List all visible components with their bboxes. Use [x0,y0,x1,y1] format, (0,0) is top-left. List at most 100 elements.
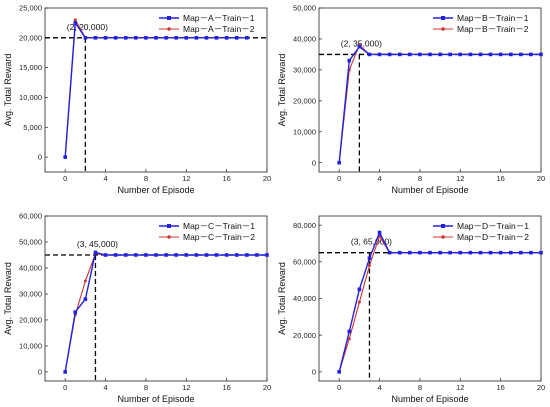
data-point-train-1 [519,52,523,57]
data-point-train-2 [357,300,361,304]
x-tick-label: 20 [263,174,271,183]
data-point-train-1 [367,256,372,260]
y-tick-label: 25,000 [19,4,42,13]
series-line-train-2 [338,44,541,163]
data-point-train-1 [519,250,523,255]
y-tick-label: 50,000 [293,4,316,13]
data-point-train-1 [214,36,219,40]
data-point-train-1 [234,36,239,40]
y-tick-label: 5,000 [23,123,42,132]
y-axis-label: Avg. Total Reward [3,262,13,335]
y-tick-label: 60,000 [19,212,42,221]
data-point-train-1 [234,253,239,257]
data-point-train-1 [337,160,341,165]
y-tick-label: 0 [38,368,42,377]
data-point-train-1 [204,253,209,257]
x-tick-label: 8 [418,383,422,392]
y-tick-label: 10,000 [19,342,42,351]
x-axis-label: Number of Episode [391,185,468,195]
y-tick-label: 10,000 [293,127,316,136]
chart-panel-4: 0 4 8 12 16 20 0 20,000 40,000 60,000 80,000 Number… [277,215,545,404]
x-tick-label: 12 [456,174,464,183]
data-point-train-1 [448,52,452,57]
data-point-train-1 [113,36,118,40]
annotation-label: (2, 20,000) [67,22,108,32]
y-tick-label: 50,000 [19,238,42,247]
legend-label-train-1: Map－D－Train－1 [457,221,529,231]
data-point-train-1 [144,36,148,40]
x-tick-label: 20 [537,174,545,183]
data-point-train-1 [458,52,463,57]
data-point-train-1 [134,36,138,40]
legend-label-train-1: Map－A－Train－1 [183,13,255,23]
y-tick-label: 20,000 [293,331,316,340]
data-point-train-1 [397,250,402,255]
data-point-train-1 [154,253,158,257]
annotation-label: (3, 65,000) [351,237,392,247]
x-tick-label: 12 [182,383,190,392]
x-tick-label: 16 [222,174,230,183]
annotation-label: (2, 35,000) [341,38,382,48]
data-point-train-1 [144,253,148,257]
data-point-train-1 [93,250,98,255]
x-tick-label: 8 [144,174,148,183]
y-tick-label: 30,000 [293,65,316,74]
data-point-train-1 [337,370,341,374]
data-point-train-1 [357,287,362,292]
legend-marker-train-1 [167,16,171,20]
data-point-train-1 [357,44,362,49]
legend-marker-train-2 [441,235,445,239]
data-point-train-1 [367,52,372,57]
y-tick-label: 0 [312,158,316,167]
data-point-train-1 [154,36,158,40]
plot-frame [44,7,268,173]
data-point-train-1 [418,52,422,57]
x-tick-label: 4 [377,383,381,392]
data-point-train-1 [245,253,249,257]
data-point-train-1 [438,250,442,255]
data-point-train-1 [387,52,392,57]
y-tick-label: 40,000 [293,294,316,303]
data-point-train-2 [83,279,87,283]
data-point-train-1 [377,52,382,57]
x-tick-label: 8 [418,174,422,183]
data-point-train-1 [224,253,229,257]
data-point-train-1 [194,36,199,40]
x-tick-label: 16 [222,383,230,392]
data-point-train-1 [397,52,402,57]
y-tick-label: 20,000 [19,316,42,325]
data-point-train-1 [418,250,422,255]
x-tick-label: 12 [182,174,190,183]
y-tick-label: 20,000 [293,96,316,105]
data-point-train-1 [498,52,503,57]
data-point-train-2 [347,337,351,341]
legend-label-train-2: Map－C－Train－2 [183,232,255,242]
legend-label-train-2: Map－B－Train－2 [457,24,529,34]
data-point-train-1 [468,250,473,255]
data-point-train-1 [245,36,249,40]
x-tick-label: 12 [456,383,464,392]
data-point-train-1 [93,36,98,40]
legend-marker-train-1 [441,16,445,20]
x-tick-label: 20 [263,383,271,392]
data-point-train-1 [377,230,382,235]
data-point-train-1 [529,52,533,57]
y-axis-label: Avg. Total Reward [3,54,13,127]
data-point-train-1 [103,36,108,40]
data-point-train-1 [123,36,128,40]
legend-label-train-2: Map－A－Train－2 [183,24,255,34]
y-tick-label: 10,000 [19,93,42,102]
data-point-train-1 [539,250,543,255]
chart-panel-3: 0 4 8 12 16 20 0 10,000 20,000 30,000 40,000 50,000… [3,212,271,404]
series-line-train-1 [64,22,247,158]
data-point-train-1 [408,52,412,57]
y-tick-label: 30,000 [19,290,42,299]
data-point-train-1 [488,250,493,255]
data-point-train-1 [428,250,432,255]
data-point-train-1 [387,250,392,255]
data-point-train-1 [488,52,493,57]
data-point-train-1 [224,36,229,40]
data-point-train-1 [408,250,412,255]
data-point-train-1 [214,253,219,257]
